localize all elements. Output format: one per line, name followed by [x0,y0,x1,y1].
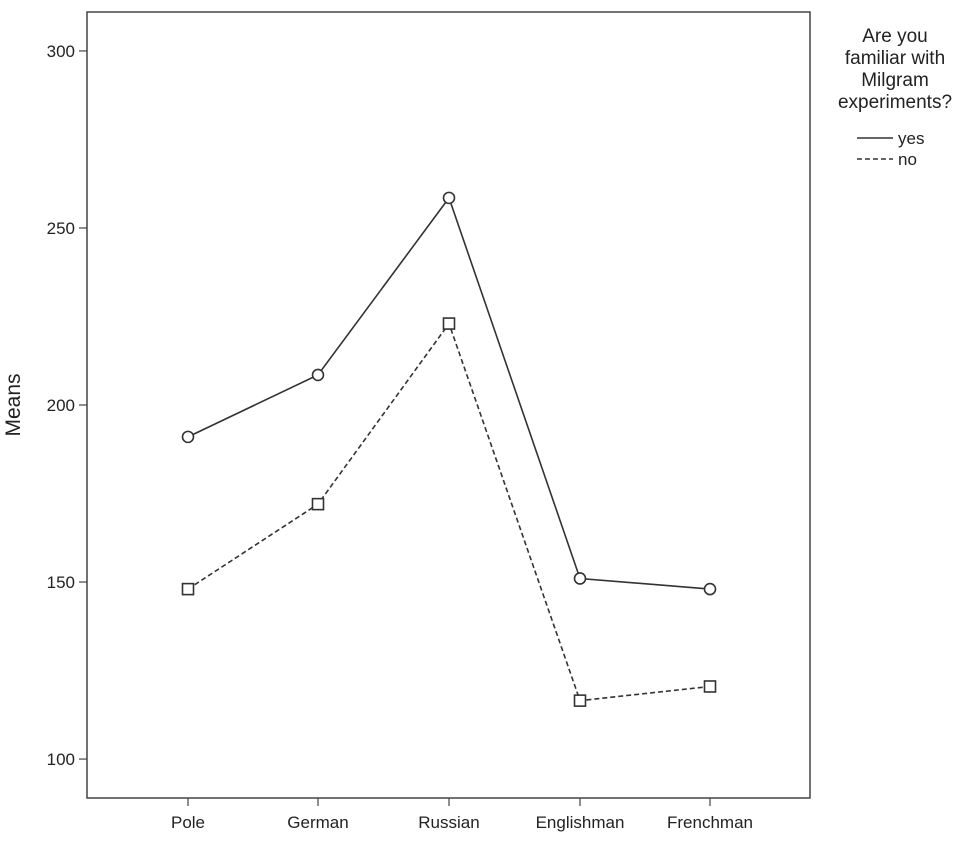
data-point-yes [181,430,195,444]
series-line-no [187,321,711,702]
data-point-no [181,582,195,596]
legend-title-line: Milgram [861,70,929,91]
y-tick-label: 300 [47,42,75,61]
x-tick-label: German [287,813,348,832]
data-point-no [703,680,717,693]
data-point-no [442,317,456,330]
data-point-yes [442,191,456,205]
x-tick-label: Frenchman [667,813,753,832]
data-point-yes [703,582,717,596]
legend-label-yes: yes [898,129,924,148]
y-tick-label: 150 [47,573,75,592]
x-axis: Pole German Russian Englishman Frenchman [171,798,753,832]
x-tick-label: Pole [171,813,205,832]
plot-frame [86,11,811,799]
series-line-yes [187,196,711,590]
y-tick-label: 100 [47,750,75,769]
y-tick-label: 200 [47,396,75,415]
data-point-yes [573,572,587,585]
data-point-yes [311,368,325,382]
y-axis-title: Means [2,373,25,436]
legend-title-line: experiments? [838,92,952,113]
y-axis: 100 150 200 250 300 [47,42,87,769]
x-tick-label: Russian [418,813,479,832]
legend-label-no: no [898,150,917,169]
data-point-no [311,497,325,511]
x-tick-label: Englishman [536,813,625,832]
series-layer [181,191,717,707]
data-point-no [573,694,587,707]
y-tick-label: 250 [47,219,75,238]
legend-title-line: familiar with [845,48,945,69]
legend-title-line: Are you [862,26,927,47]
